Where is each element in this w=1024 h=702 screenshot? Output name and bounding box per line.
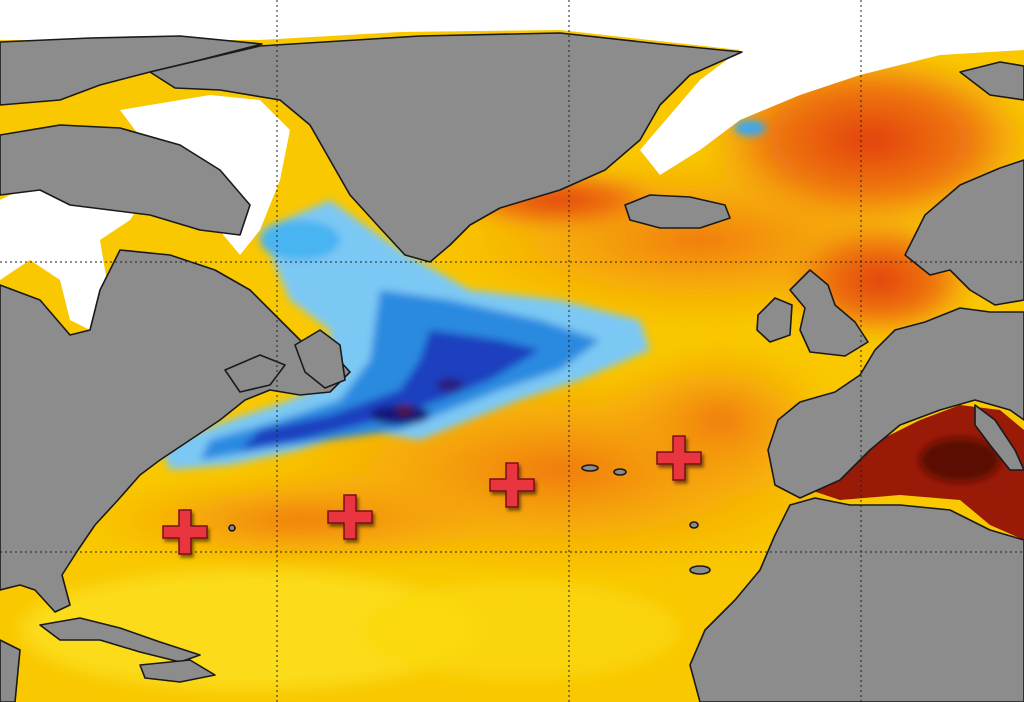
africa [689,497,1024,702]
markers [162,435,702,555]
iceland [624,194,731,229]
azores-1 [581,464,599,472]
plus-marker [489,462,535,508]
madeira [689,521,699,529]
south-america [0,639,21,702]
north-america [0,249,351,613]
greenland [149,32,743,263]
plus-marker [656,435,702,481]
italy [974,404,1024,471]
hispaniola [139,659,216,683]
mediterranean [810,405,1024,540]
scandinavia [904,159,1024,306]
bermuda [228,524,236,532]
ireland [756,297,793,343]
azores-2 [613,468,627,476]
plus-marker [327,494,373,540]
newfoundland [294,329,346,389]
europe [767,307,1024,499]
canary-1 [689,565,711,575]
plus-marker [162,509,208,555]
baffin-island [0,124,251,236]
land [0,32,1024,702]
great-britain [789,269,869,357]
cold-anomaly [160,120,766,470]
mediterranean-hot [920,438,1000,482]
cuba [39,617,201,663]
arctic-east [959,61,1024,101]
